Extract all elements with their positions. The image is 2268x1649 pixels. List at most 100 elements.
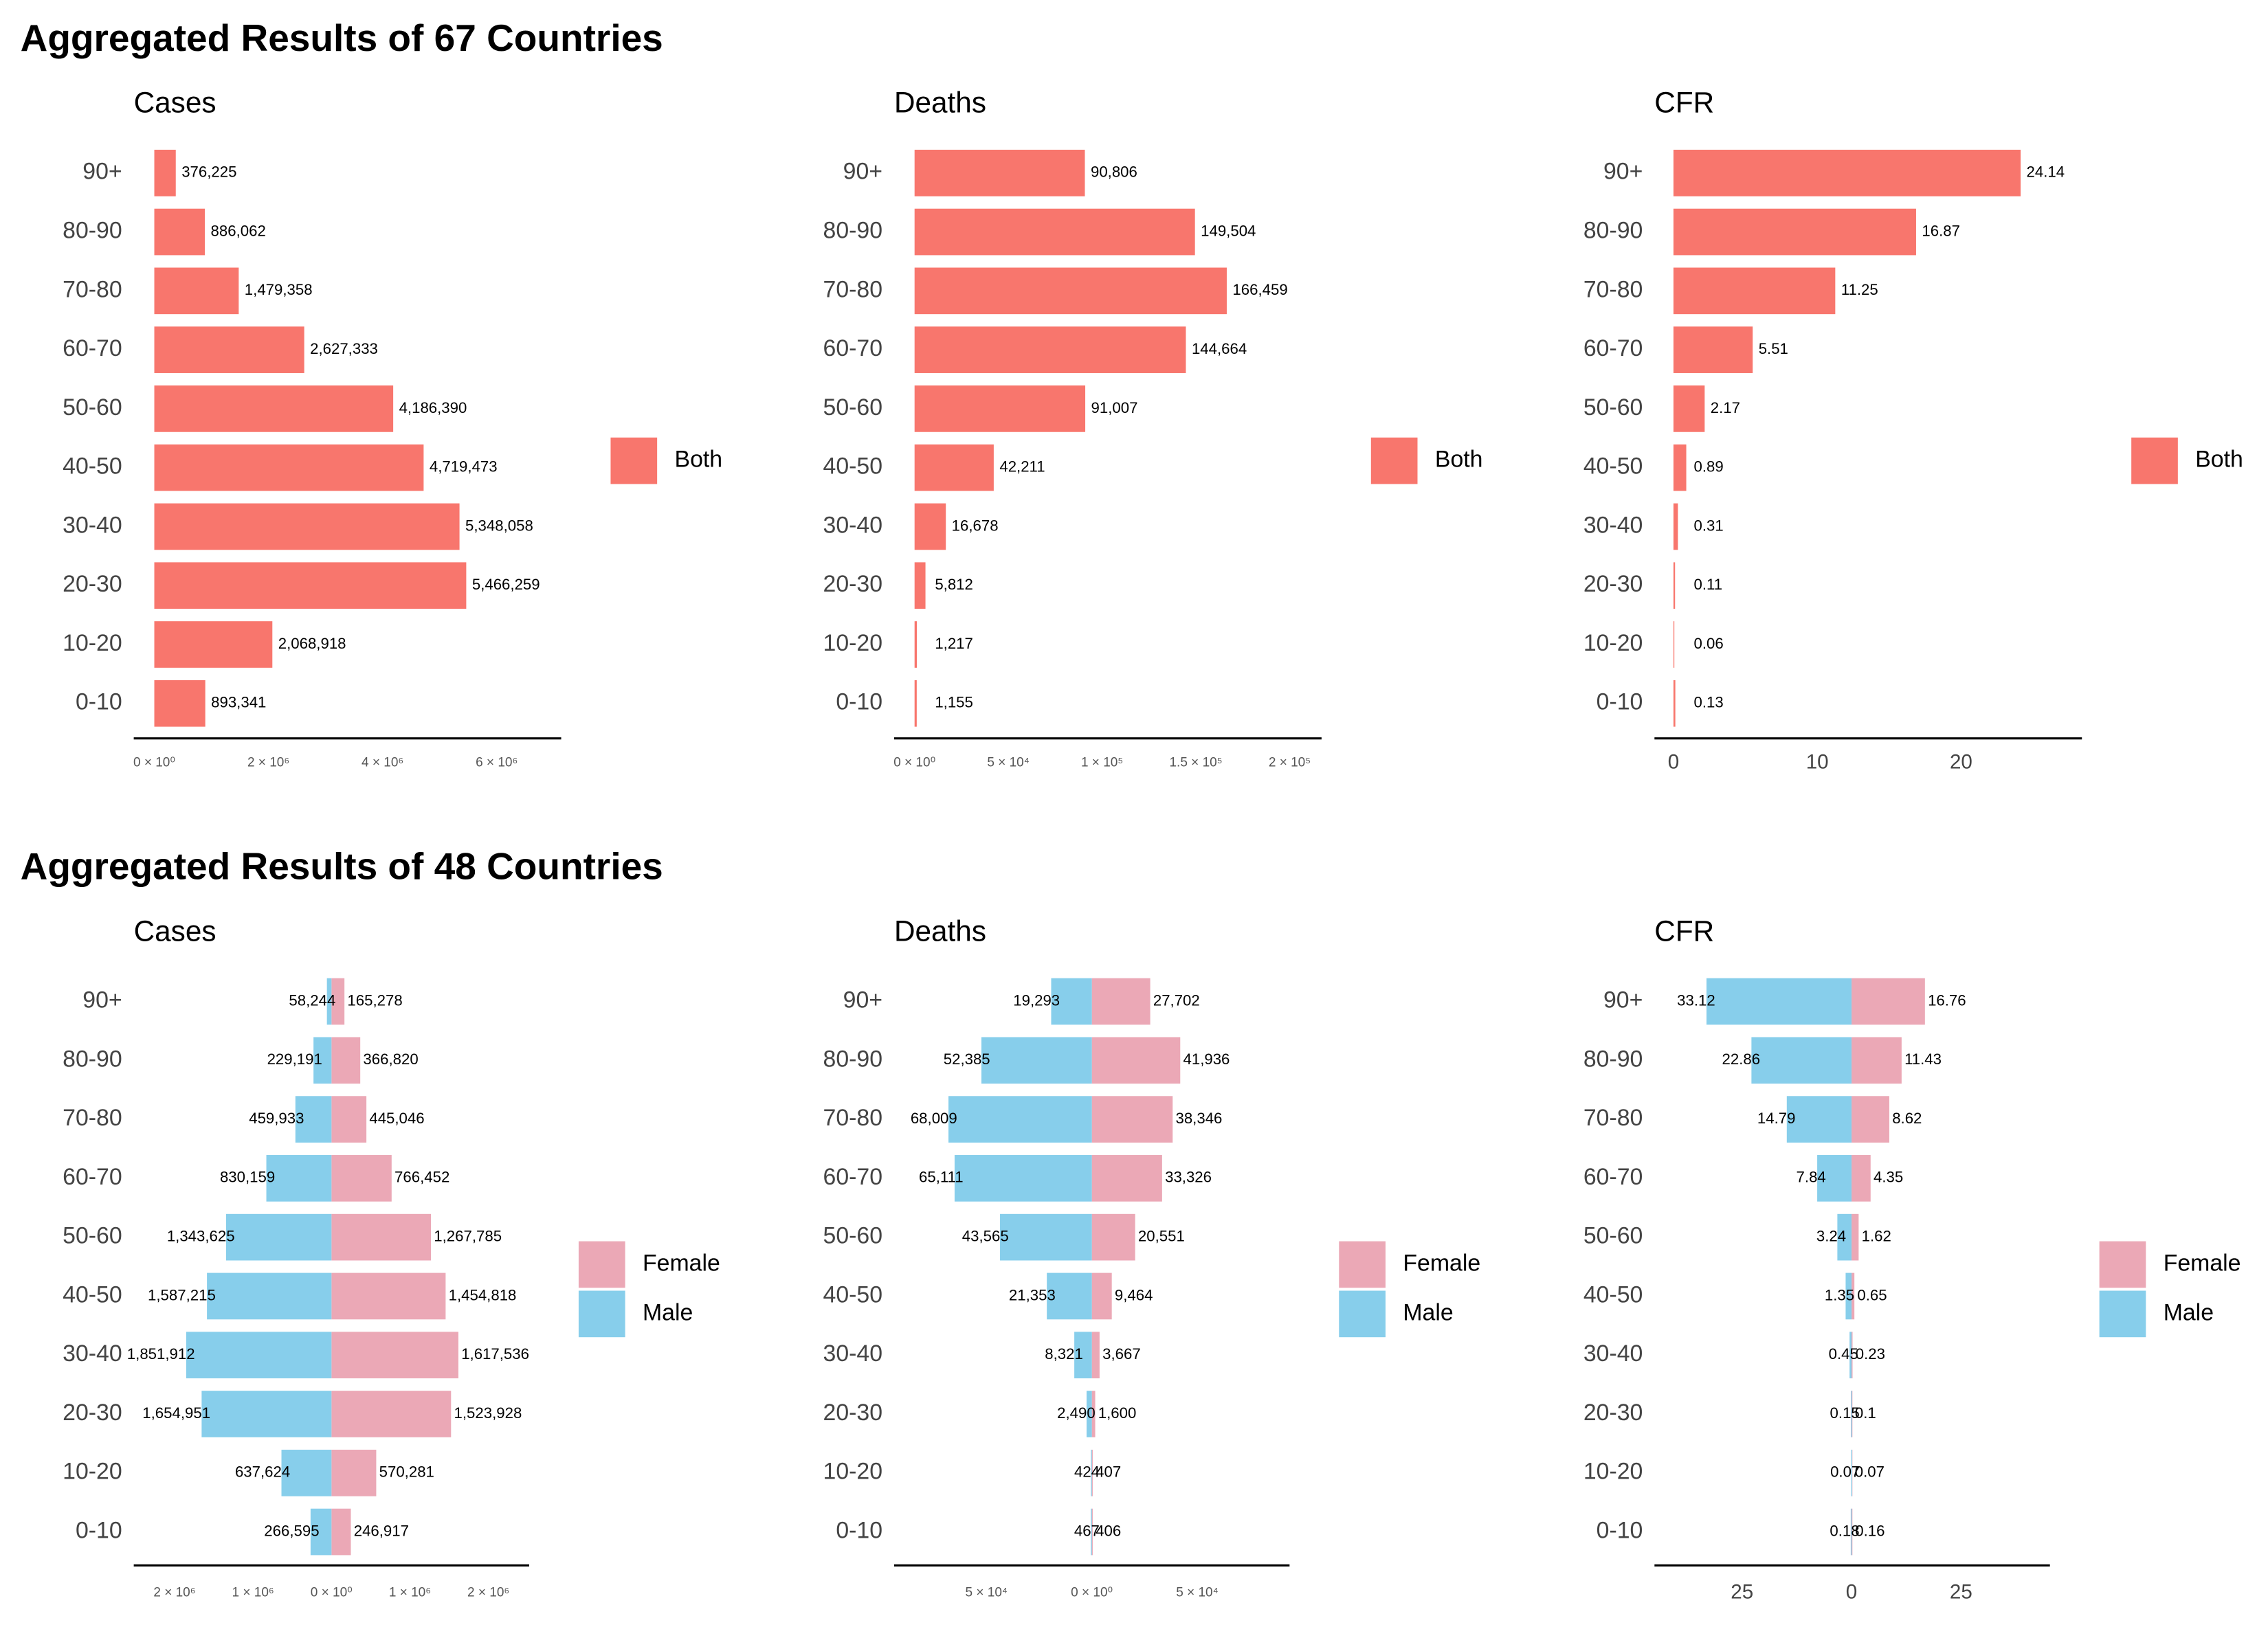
value-label: 0.18 <box>1830 1522 1859 1539</box>
section-heading: Aggregated Results of 67 Countries <box>21 16 663 59</box>
value-label: 1,617,536 <box>461 1345 529 1362</box>
value-label: 19,293 <box>1013 991 1060 1009</box>
y-tick-label: 70-80 <box>823 276 883 302</box>
legend-label: Both <box>675 447 723 473</box>
y-tick-label: 90+ <box>82 159 122 185</box>
bar <box>914 680 917 727</box>
y-tick-label: 10-20 <box>823 1459 883 1485</box>
bar <box>1091 1155 1162 1202</box>
y-tick-label: 50-60 <box>823 394 883 420</box>
bar <box>326 978 332 1025</box>
value-label: 0.11 <box>1694 576 1723 593</box>
y-tick-label: 10-20 <box>823 630 883 656</box>
value-label: 165,278 <box>347 991 402 1009</box>
value-label: 1,217 <box>935 635 973 652</box>
bar <box>914 267 1227 315</box>
y-tick-label: 70-80 <box>63 1105 122 1131</box>
bar <box>914 385 1086 432</box>
bar <box>331 1037 361 1084</box>
y-tick-label: 20-30 <box>1583 1400 1643 1426</box>
y-tick-label: 0-10 <box>1597 689 1643 715</box>
value-label: 5,812 <box>935 576 973 593</box>
x-tick-label: 0 <box>1668 750 1679 773</box>
x-tick-label: 10 <box>1806 750 1829 773</box>
legend-key <box>1370 437 1418 484</box>
bar <box>154 621 273 668</box>
value-label: 637,624 <box>235 1463 290 1481</box>
bar <box>1852 1037 1902 1084</box>
bar <box>331 1508 351 1556</box>
y-tick-label: 30-40 <box>823 512 883 538</box>
value-label: 0.65 <box>1857 1286 1887 1303</box>
bar <box>1673 326 1753 373</box>
value-label: 21,353 <box>1009 1286 1056 1303</box>
bar <box>154 444 424 491</box>
value-label: 1,654,951 <box>142 1404 210 1422</box>
value-label: 0.89 <box>1694 458 1724 475</box>
bar <box>331 1213 432 1261</box>
x-tick-label: 6 × 10⁶ <box>476 756 518 770</box>
bar <box>331 1391 452 1437</box>
legend-label: Female <box>2164 1250 2241 1276</box>
bar <box>1091 978 1150 1025</box>
legend-key <box>2131 437 2178 484</box>
value-label: 11.25 <box>1841 281 1878 298</box>
bar <box>914 503 946 550</box>
bar <box>1091 1037 1181 1084</box>
y-tick-label: 80-90 <box>1583 1046 1643 1072</box>
chart-title: Deaths <box>894 87 986 119</box>
value-label: 22.86 <box>1722 1051 1761 1068</box>
bar <box>331 1096 367 1143</box>
value-label: 52,385 <box>944 1051 990 1068</box>
bar <box>281 1449 332 1496</box>
value-label: 1,523,928 <box>454 1404 522 1422</box>
value-label: 58,244 <box>289 991 335 1009</box>
bar <box>331 1155 392 1202</box>
value-label: 5,466,259 <box>472 576 540 593</box>
bar <box>914 562 926 609</box>
value-label: 8,321 <box>1045 1345 1083 1362</box>
value-label: 68,009 <box>911 1110 957 1127</box>
y-tick-label: 50-60 <box>1583 1223 1643 1249</box>
bar <box>1852 1213 1859 1261</box>
bar <box>1673 680 1676 727</box>
y-tick-label: 10-20 <box>1583 630 1643 656</box>
value-label: 0.15 <box>1830 1404 1860 1422</box>
value-label: 0.13 <box>1694 694 1724 711</box>
bar <box>154 562 467 609</box>
value-label: 43,565 <box>962 1228 1009 1245</box>
bar <box>1851 1391 1852 1437</box>
y-tick-label: 30-40 <box>63 512 122 538</box>
value-label: 0.07 <box>1855 1463 1885 1481</box>
bar <box>1673 149 2021 197</box>
x-tick-label: 5 × 10⁴ <box>1176 1586 1219 1600</box>
value-label: 376,225 <box>181 164 236 181</box>
value-label: 0.31 <box>1694 517 1724 534</box>
bar <box>1852 1155 1871 1202</box>
legend-key <box>610 437 658 484</box>
value-label: 3,667 <box>1102 1345 1141 1362</box>
y-tick-label: 10-20 <box>63 1459 122 1485</box>
value-label: 1,267,785 <box>434 1228 502 1245</box>
bar <box>1091 1449 1093 1496</box>
y-tick-label: 50-60 <box>823 1223 883 1249</box>
x-tick-label: 1 × 10⁶ <box>232 1586 274 1600</box>
chart-title: Cases <box>134 87 216 119</box>
bar <box>914 621 918 668</box>
value-label: 1.62 <box>1862 1228 1891 1245</box>
value-label: 246,917 <box>354 1522 409 1539</box>
section-heading: Aggregated Results of 48 Countries <box>21 845 663 888</box>
value-label: 33,326 <box>1165 1169 1212 1186</box>
y-tick-label: 20-30 <box>823 1400 883 1426</box>
value-label: 42,211 <box>999 458 1045 475</box>
value-label: 1,479,358 <box>245 281 313 298</box>
y-tick-label: 80-90 <box>63 217 122 243</box>
bar <box>914 149 1085 197</box>
bar <box>1087 1391 1092 1437</box>
bar <box>1673 208 1916 256</box>
value-label: 7.84 <box>1797 1169 1826 1186</box>
bar <box>266 1155 332 1202</box>
value-label: 16,678 <box>952 517 999 534</box>
legend-label: Female <box>643 1250 720 1276</box>
legend-label: Male <box>643 1299 693 1325</box>
